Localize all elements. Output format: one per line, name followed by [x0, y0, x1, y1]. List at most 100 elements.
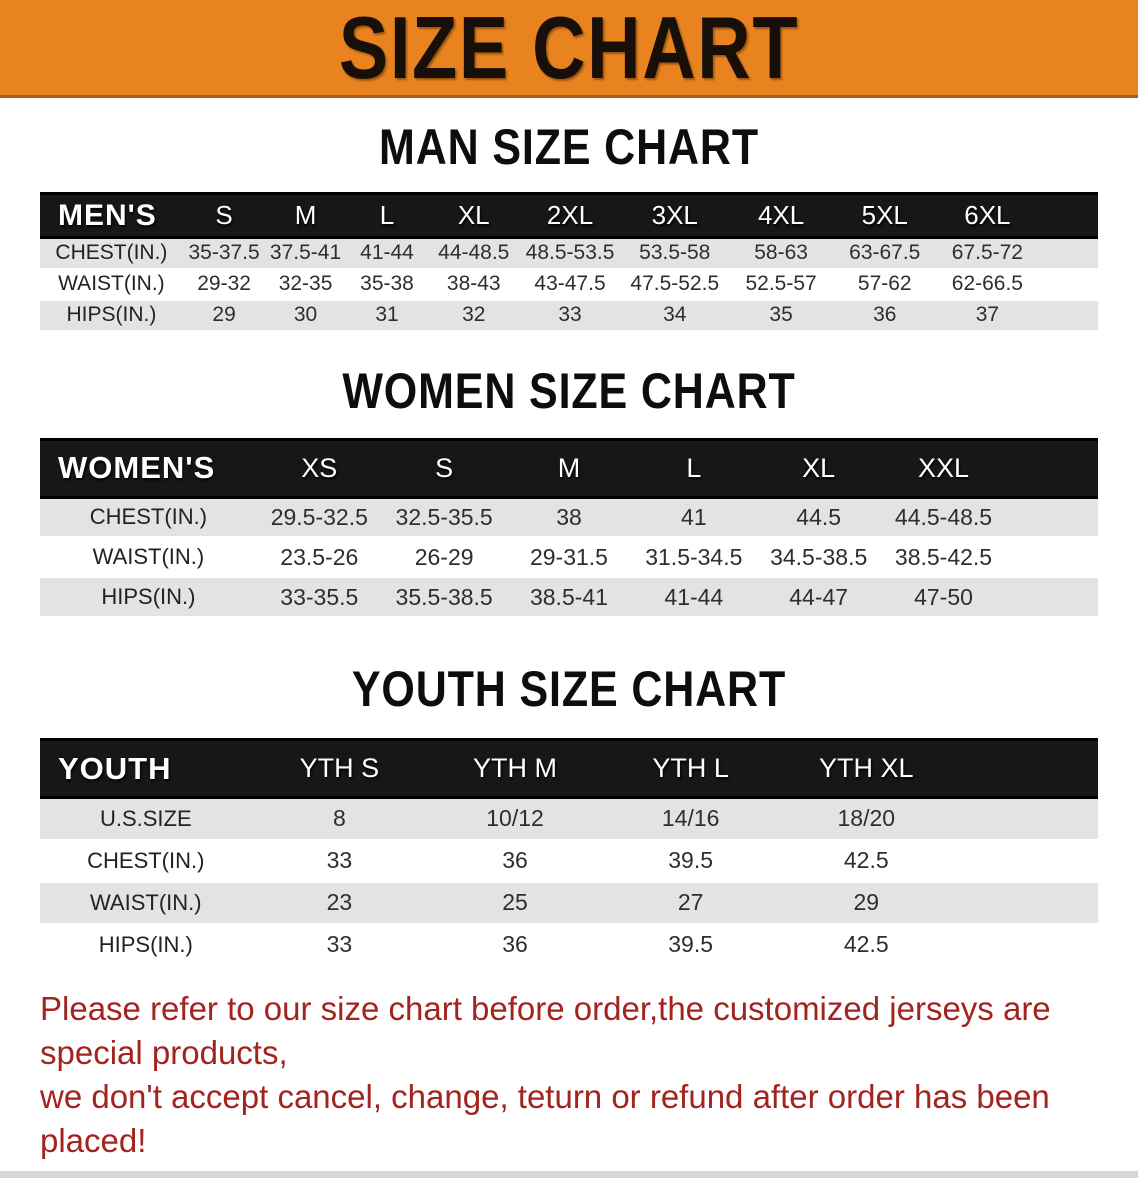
measurement-row: WAIST(IN.) 29-32 32-35 35-38 38-43 43-47.5 47.…	[40, 267, 1098, 301]
size-value-cell: 33	[519, 298, 621, 332]
size-column-header: 2XL	[519, 192, 621, 239]
measurement-row-label: U.S.SIZE	[40, 796, 252, 841]
size-value-cell: 44-48.5	[428, 236, 520, 270]
size-value-cell: 29.5-32.5	[256, 496, 382, 538]
size-value-cell: 38-43	[428, 267, 520, 301]
measurement-row: HIPS(IN.) 33 36 39.5 42.5	[40, 922, 1098, 967]
women-size-table: WOMEN'S XS S M L XL XXL CHEST(IN.) 29.5-32.5 32.5…	[40, 437, 1098, 618]
cell-filler	[1038, 236, 1098, 270]
size-value-cell: 34	[620, 298, 729, 332]
size-value-cell: 47-50	[881, 576, 1006, 618]
size-chart-banner: SIZE CHART	[0, 0, 1138, 98]
men-size-table: MEN'S S M L XL 2XL 3XL 4XL 5XL 6XL CHEST(IN.) 35-37…	[40, 192, 1098, 332]
measurement-row: CHEST(IN.) 33 36 39.5 42.5	[40, 838, 1098, 883]
size-value-cell: 33	[251, 922, 428, 967]
size-value-cell: 35-38	[345, 267, 429, 301]
size-value-cell: 43-47.5	[519, 267, 621, 301]
men-header-row: MEN'S S M L XL 2XL 3XL 4XL 5XL 6XL	[40, 192, 1098, 239]
measurement-row-label: CHEST(IN.)	[40, 496, 257, 538]
disclaimer-line-1: Please refer to our size chart before or…	[40, 989, 1051, 1071]
size-value-cell: 39.5	[602, 838, 779, 883]
size-value-cell: 42.5	[778, 922, 955, 967]
size-column-header: 6XL	[936, 192, 1039, 239]
size-value-cell: 42.5	[778, 838, 955, 883]
size-value-cell: 44-47	[756, 576, 882, 618]
order-disclaimer: Please refer to our size chart before or…	[40, 987, 1098, 1163]
size-value-cell: 35.5-38.5	[381, 576, 507, 618]
size-value-cell: 44.5	[756, 496, 882, 538]
size-value-cell: 47.5-52.5	[620, 267, 729, 301]
size-value-cell: 35-37.5	[182, 236, 266, 270]
cell-filler	[1005, 496, 1098, 538]
size-value-cell: 36	[427, 922, 603, 967]
size-value-cell: 29	[182, 298, 266, 332]
size-value-cell: 23	[251, 880, 428, 925]
size-value-cell: 30	[265, 298, 346, 332]
size-value-cell: 29-32	[182, 267, 266, 301]
size-column-header: YTH XL	[778, 738, 955, 799]
size-column-header: YTH L	[602, 738, 779, 799]
size-value-cell: 38.5-41	[506, 576, 632, 618]
size-column-header: XL	[756, 437, 882, 499]
size-value-cell: 32	[428, 298, 520, 332]
size-column-header: 3XL	[620, 192, 729, 239]
size-value-cell: 14/16	[602, 796, 779, 841]
size-value-cell: 32.5-35.5	[381, 496, 507, 538]
measurement-row-label: WAIST(IN.)	[40, 880, 252, 925]
measurement-row-label: HIPS(IN.)	[40, 922, 252, 967]
size-column-header: XS	[256, 437, 382, 499]
size-value-cell: 35	[728, 298, 834, 332]
size-value-cell: 38	[506, 496, 632, 538]
size-value-cell: 41-44	[345, 236, 429, 270]
size-column-header: 4XL	[728, 192, 834, 239]
size-value-cell: 37	[936, 298, 1039, 332]
youth-header-row: YOUTH YTH S YTH M YTH L YTH XL	[40, 738, 1098, 799]
women-header-row: WOMEN'S XS S M L XL XXL	[40, 437, 1098, 499]
size-column-header: L	[345, 192, 429, 239]
measurement-row-label: WAIST(IN.)	[40, 536, 257, 578]
size-value-cell: 53.5-58	[620, 236, 729, 270]
size-value-cell: 8	[251, 796, 428, 841]
measurement-row: HIPS(IN.) 29 30 31 32 33 34 35 36 37	[40, 298, 1098, 332]
size-value-cell: 32-35	[265, 267, 346, 301]
size-value-cell: 57-62	[833, 267, 937, 301]
header-filler	[1005, 437, 1098, 499]
cell-filler	[1005, 576, 1098, 618]
size-value-cell: 52.5-57	[728, 267, 834, 301]
size-column-header: M	[265, 192, 346, 239]
size-value-cell: 10/12	[427, 796, 603, 841]
youth-size-table: YOUTH YTH S YTH M YTH L YTH XL U.S.SIZE 8 10/12…	[40, 738, 1098, 967]
size-column-header: XXL	[881, 437, 1006, 499]
size-value-cell: 36	[427, 838, 603, 883]
size-value-cell: 31.5-34.5	[631, 536, 757, 578]
size-value-cell: 58-63	[728, 236, 834, 270]
measurement-row: WAIST(IN.) 23 25 27 29	[40, 880, 1098, 925]
header-filler	[1038, 192, 1098, 239]
size-column-header: L	[631, 437, 757, 499]
size-value-cell: 33-35.5	[256, 576, 382, 618]
banner-title: SIZE CHART	[338, 0, 800, 97]
size-value-cell: 38.5-42.5	[881, 536, 1006, 578]
measurement-row-label: HIPS(IN.)	[40, 576, 257, 618]
size-value-cell: 29	[778, 880, 955, 925]
size-value-cell: 63-67.5	[833, 236, 937, 270]
women-section-heading: WOMEN SIZE CHART	[342, 362, 796, 419]
section-men-sizes: MAN SIZE CHART MEN'S S M L XL 2XL 3XL 4XL 5XL 6XL…	[0, 122, 1138, 332]
size-value-cell: 29-31.5	[506, 536, 632, 578]
section-women-sizes: WOMEN SIZE CHART WOMEN'S XS S M L XL XXL CHEST(…	[0, 362, 1138, 618]
measurement-row: HIPS(IN.) 33-35.5 35.5-38.5 38.5-41 41-44 44-…	[40, 576, 1098, 618]
youth-group-label: YOUTH	[40, 738, 252, 799]
men-section-heading: MAN SIZE CHART	[379, 119, 759, 175]
size-column-header: M	[506, 437, 632, 499]
header-filler	[954, 738, 1098, 799]
cell-filler	[954, 922, 1098, 967]
cell-filler	[954, 796, 1098, 841]
size-value-cell: 27	[602, 880, 779, 925]
measurement-row-label: HIPS(IN.)	[40, 298, 183, 332]
measurement-row-label: CHEST(IN.)	[40, 838, 252, 883]
size-value-cell: 48.5-53.5	[519, 236, 621, 270]
measurement-row: WAIST(IN.) 23.5-26 26-29 29-31.5 31.5-34.5 34…	[40, 536, 1098, 578]
size-column-header: XL	[428, 192, 520, 239]
measurement-row: CHEST(IN.) 35-37.5 37.5-41 41-44 44-48.5 48.5…	[40, 236, 1098, 270]
disclaimer-line-2: we don't accept cancel, change, teturn o…	[40, 1077, 1050, 1159]
